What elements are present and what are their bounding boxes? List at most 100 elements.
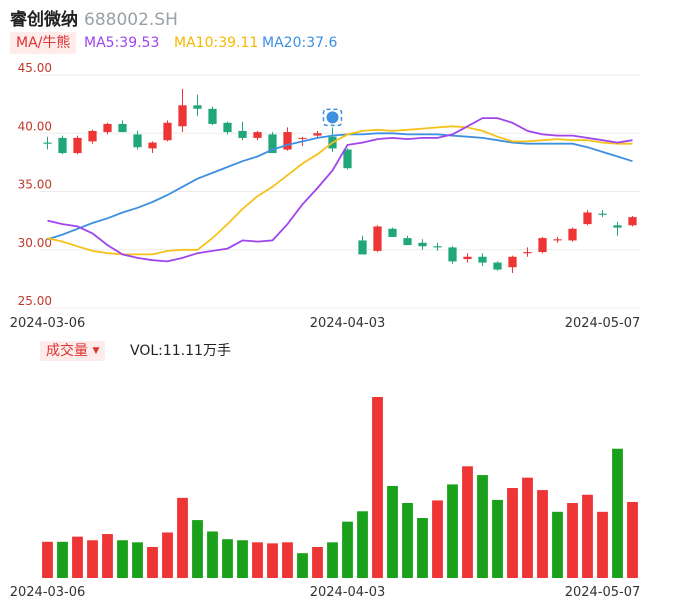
volume-bar: [387, 485, 398, 578]
indicator-selector[interactable]: MA/牛熊: [10, 32, 77, 54]
candle-body: [418, 242, 427, 247]
volume-bar: [87, 540, 98, 578]
y-tick-label: 40.00: [18, 119, 52, 133]
candle-body: [223, 122, 232, 133]
y-tick-label: 45.00: [18, 61, 52, 75]
candle-body: [298, 137, 307, 139]
candle-body: [43, 142, 52, 144]
ma20-line: [47, 132, 633, 241]
candle-body: [238, 130, 247, 138]
volume-bar: [402, 503, 413, 578]
x-tick-label: 2024-04-03: [310, 316, 386, 331]
volume-bar: [147, 546, 158, 578]
candle-body: [313, 133, 322, 136]
candle-body: [343, 149, 352, 169]
volume-bar: [282, 542, 293, 578]
volume-bar: [357, 511, 368, 578]
y-tick-label: 25.00: [18, 294, 52, 308]
volume-value: VOL:11.11万手: [130, 343, 231, 359]
x-tick-label: 2024-03-06: [10, 585, 86, 600]
volume-bar: [417, 518, 428, 578]
volume-bar: [477, 475, 488, 578]
volume-bar: [132, 542, 143, 578]
volume-bar: [192, 520, 203, 578]
volume-bar: [522, 477, 533, 578]
stock-name: 睿创微纳: [10, 10, 78, 30]
stock-title: 睿创微纳 688002.SH: [10, 5, 178, 30]
volume-bar: [72, 536, 83, 578]
volume-bar: [222, 539, 233, 578]
ma10-legend: MA10:39.11: [174, 35, 259, 51]
candle-body: [493, 262, 502, 270]
y-tick-label: 30.00: [18, 236, 52, 250]
volume-bar: [297, 553, 308, 578]
volume-bar: [237, 540, 248, 578]
volume-bar: [162, 532, 173, 578]
volume-selector[interactable]: 成交量 ▼: [40, 341, 106, 361]
candle-body: [553, 239, 562, 241]
candle-body: [388, 228, 397, 237]
x-tick-label: 2024-05-07: [565, 585, 641, 600]
volume-bar: [252, 542, 263, 578]
candle-body: [193, 105, 202, 109]
volume-bar: [582, 494, 593, 578]
volume-bar: [327, 542, 338, 578]
candle-body: [463, 256, 472, 260]
volume-bar: [507, 488, 518, 578]
volume-bar: [207, 531, 218, 578]
candle-body: [433, 246, 442, 248]
candle-body: [403, 238, 412, 246]
candle-body: [133, 134, 142, 148]
volume-bar: [537, 490, 548, 578]
x-tick-label: 2024-04-03: [310, 585, 386, 600]
ma5-line: [47, 117, 633, 263]
volume-bar: [267, 543, 278, 578]
volume-selector-label: 成交量: [46, 343, 88, 359]
candle-body: [58, 137, 67, 154]
x-tick-label: 2024-05-07: [565, 316, 641, 331]
ma5-legend: MA5:39.53: [84, 35, 160, 51]
x-tick-label: 2024-03-06: [10, 316, 86, 331]
candle-body: [103, 123, 112, 133]
volume-bar: [117, 540, 128, 578]
candle-body: [538, 238, 547, 253]
flag-marker-frame: [322, 108, 343, 127]
candle-body: [628, 217, 637, 226]
candle-body: [613, 225, 622, 228]
volume-bar: [432, 500, 443, 578]
candle-body: [373, 226, 382, 251]
candle-body: [523, 252, 532, 254]
flag-marker-icon: [326, 111, 339, 124]
volume-bar: [627, 501, 638, 578]
candle-body: [208, 108, 217, 124]
volume-bar: [372, 397, 383, 578]
candle-body: [583, 212, 592, 225]
candle-body: [283, 132, 292, 150]
y-tick-label: 35.00: [18, 178, 52, 192]
volume-bar: [462, 466, 473, 578]
volume-bar: [177, 497, 188, 578]
volume-bar: [492, 499, 503, 578]
candle-body: [73, 137, 82, 154]
chevron-down-icon: ▼: [92, 346, 100, 356]
candle-body: [163, 122, 172, 141]
candle-body: [598, 213, 607, 215]
candle-body: [88, 130, 97, 142]
candle-body: [268, 134, 277, 154]
candle-body: [478, 256, 487, 263]
candle-body: [448, 247, 457, 262]
volume-bar: [102, 534, 113, 578]
volume-bar: [447, 484, 458, 578]
volume-bar: [312, 546, 323, 578]
volume-bar: [612, 448, 623, 578]
candle-body: [148, 142, 157, 149]
volume-bar: [552, 511, 563, 578]
volume-bar: [42, 541, 53, 578]
ma20-legend: MA20:37.6: [262, 35, 338, 51]
volume-bar: [57, 541, 68, 578]
candle-body: [358, 240, 367, 255]
candle-body: [508, 256, 517, 268]
stock-code: 688002.SH: [84, 10, 178, 30]
ma10-line: [47, 125, 633, 256]
